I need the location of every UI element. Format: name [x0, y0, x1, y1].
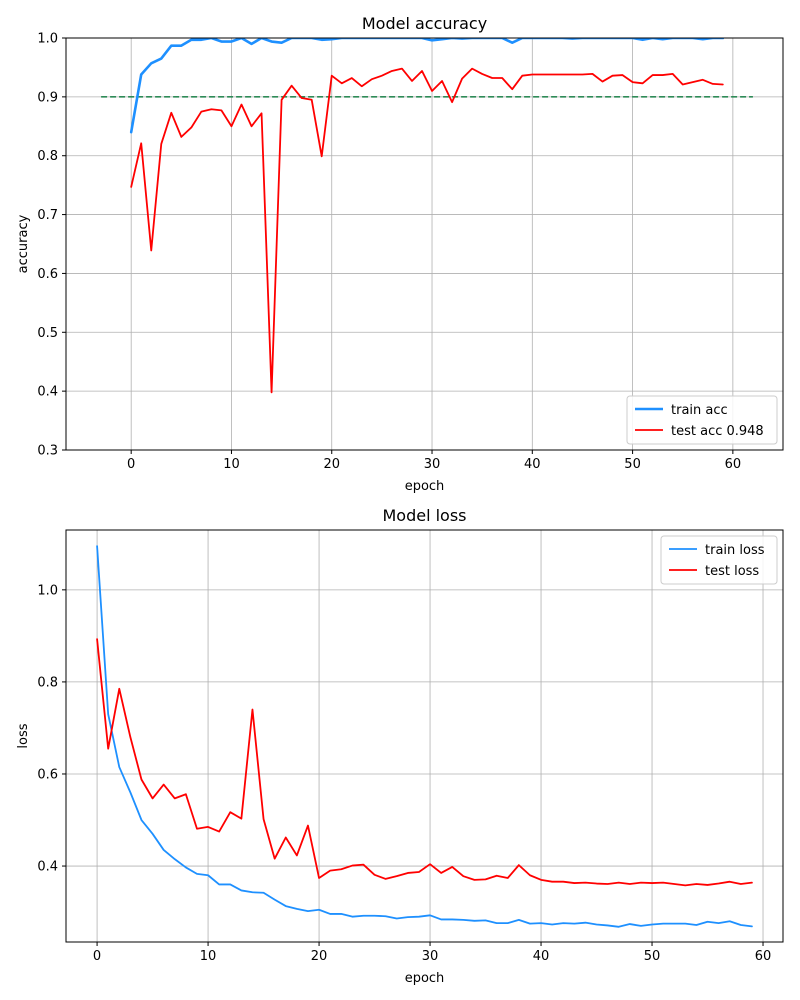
loss-chart: 0 10 20 30 40 50 60 0.4 0.6 0.8 1.0 Model loss epoch…: [16, 506, 784, 986]
x-tick-label: 50: [644, 949, 661, 964]
x-tick-label: 10: [223, 457, 240, 472]
legend: train loss test loss: [660, 535, 778, 585]
y-tick-label: 0.6: [37, 767, 58, 782]
plot-frame: [65, 37, 784, 451]
y-tick-label: 0.8: [37, 149, 58, 164]
y-axis-label: accuracy: [16, 214, 31, 273]
y-tick-label: 0.4: [37, 860, 58, 875]
x-axis-label: epoch: [405, 971, 445, 986]
x-tick-label: 60: [725, 457, 742, 472]
legend-box: [626, 395, 778, 445]
y-tick-label: 0.9: [37, 90, 58, 105]
y-tick-label: 0.4: [37, 385, 58, 400]
y-tick-label: 1.0: [37, 583, 58, 598]
x-tick-label: 30: [422, 949, 439, 964]
x-tick-label: 30: [424, 457, 441, 472]
legend-box: [660, 535, 778, 585]
y-tick-label: 0.7: [37, 208, 58, 223]
y-tick-label: 0.3: [37, 444, 58, 459]
series-line-train-loss: [96, 545, 753, 928]
x-tick-label: 20: [311, 949, 328, 964]
x-tick-label: 40: [524, 457, 541, 472]
legend: train acc test acc 0.948: [626, 395, 778, 445]
series-group: [96, 545, 753, 928]
accuracy-chart: 0 10 20 30 40 50 60 0.3 0.4 0.5 0.6 0.7 0.8 0.9 1.0 Mod…: [16, 14, 784, 494]
legend-label: test acc 0.948: [671, 424, 764, 439]
x-tick-label: 60: [755, 949, 772, 964]
y-tick-label: 1.0: [37, 32, 58, 47]
x-tick-label: 20: [323, 457, 340, 472]
x-tick-label: 50: [624, 457, 641, 472]
chart-title: Model accuracy: [362, 14, 487, 33]
series-line-train-acc: [129, 38, 725, 134]
y-axis-label: loss: [16, 723, 31, 748]
x-tick-label: 40: [533, 949, 550, 964]
legend-label: test loss: [705, 564, 759, 579]
x-tick-label: 10: [200, 949, 217, 964]
x-tick-label: 0: [127, 457, 135, 472]
y-tick-label: 0.8: [37, 675, 58, 690]
series-line-test-acc-0-948: [130, 67, 724, 394]
legend-label: train loss: [705, 543, 765, 558]
series-line-test-loss: [96, 638, 753, 887]
y-tick-label: 0.5: [37, 326, 58, 341]
x-axis-label: epoch: [405, 479, 445, 494]
legend-label: train acc: [671, 403, 728, 418]
plot-frame: [65, 529, 784, 943]
chart-title: Model loss: [382, 506, 466, 525]
series-group: [129, 38, 725, 394]
y-tick-label: 0.6: [37, 267, 58, 282]
x-tick-label: 0: [93, 949, 101, 964]
